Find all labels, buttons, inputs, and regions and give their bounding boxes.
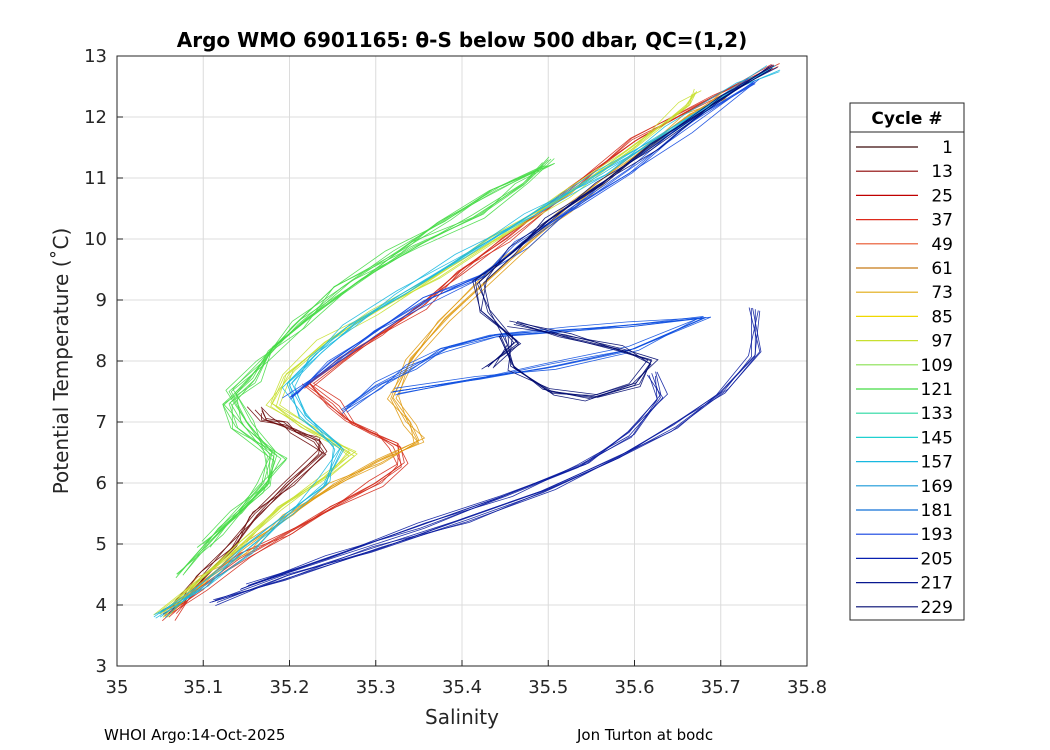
legend-label: 37	[931, 211, 953, 231]
series-line	[163, 381, 405, 617]
x-axis-label: Salinity	[425, 705, 499, 729]
series-line	[162, 406, 328, 615]
plot-frame	[116, 55, 808, 667]
legend-label: 145	[921, 428, 953, 448]
y-tick-label: 8	[96, 351, 107, 372]
legend-label: 73	[931, 283, 953, 303]
legend-entries: 1 13 25 37 49 61 73 85 97 109 121 133 145 157 169 181 19…	[856, 138, 953, 618]
legend: Cycle # 1 13 25 37 49 61 73 85 97 109 121 133 145 157…	[849, 102, 965, 621]
data-series	[153, 63, 781, 622]
series-line	[164, 65, 776, 619]
series-line	[282, 78, 749, 399]
series-line	[245, 374, 664, 585]
x-tick-label: 35.7	[701, 677, 741, 698]
series-line	[201, 165, 547, 542]
footer-credit: Jon Turton at bodc	[577, 726, 714, 744]
x-tick-label: 35.3	[356, 677, 396, 698]
legend-label: 205	[921, 549, 953, 569]
y-tick-label: 4	[96, 595, 107, 616]
series-line	[166, 88, 695, 618]
series-line	[209, 307, 761, 603]
series-line	[153, 69, 781, 618]
x-tick-label: 35.8	[787, 677, 827, 698]
legend-label: 97	[931, 332, 953, 352]
series-line	[346, 316, 712, 413]
y-axis-label: Potential Temperature (˚C)	[49, 228, 73, 495]
series-line	[165, 382, 402, 618]
legend-label: 133	[921, 404, 953, 424]
series-line	[507, 320, 652, 398]
series-line	[342, 318, 698, 414]
series-line	[216, 307, 762, 603]
series-line	[249, 375, 658, 587]
y-tick-labels: 3 4 5 6 7 8 9 10 11 12 13	[84, 46, 107, 677]
series-line	[153, 90, 702, 616]
series-line	[309, 64, 775, 383]
x-tick-labels: 35 35.1 35.2 35.3 35.4 35.5 35.6 35.7 35.8	[106, 677, 827, 698]
legend-label: 85	[931, 307, 953, 327]
series-line	[498, 323, 652, 402]
x-tick-label: 35.6	[614, 677, 654, 698]
series-line	[213, 310, 759, 601]
legend-label: 121	[921, 380, 953, 400]
legend-label: 25	[931, 186, 953, 206]
series-line	[214, 307, 753, 601]
series-line	[313, 63, 780, 384]
y-tick-label: 10	[84, 229, 107, 250]
legend-label: 193	[921, 525, 953, 545]
series-line	[196, 163, 555, 548]
x-tick-label: 35	[106, 677, 129, 698]
legend-label: 157	[921, 453, 953, 473]
legend-title: Cycle #	[871, 109, 942, 129]
y-tick-label: 11	[84, 168, 107, 189]
series-line	[290, 82, 754, 400]
series-line	[291, 83, 756, 398]
y-tick-label: 3	[96, 656, 107, 677]
chart-title: Argo WMO 6901165: θ-S below 500 dbar, QC…	[177, 28, 747, 52]
series-line	[346, 317, 707, 408]
y-tick-label: 13	[84, 46, 107, 67]
series-line	[241, 375, 658, 590]
series-line	[158, 71, 780, 615]
series-line	[162, 410, 321, 612]
legend-label: 229	[921, 598, 953, 618]
y-tick-label: 6	[96, 473, 107, 494]
series-line	[175, 158, 552, 579]
series-line	[476, 65, 775, 368]
x-tick-label: 35.4	[442, 677, 482, 698]
legend-label: 169	[921, 477, 953, 497]
y-tick-label: 5	[96, 534, 107, 555]
legend-label: 1	[942, 138, 953, 158]
legend-label: 49	[931, 235, 953, 255]
series-line	[239, 371, 662, 590]
series-line	[160, 406, 327, 612]
series-line	[247, 371, 668, 586]
series-line	[176, 158, 555, 575]
legend-label: 13	[931, 162, 953, 182]
y-tick-label: 9	[96, 290, 107, 311]
series-line	[179, 156, 550, 573]
series-line	[211, 309, 756, 603]
x-tick-label: 35.2	[269, 677, 309, 698]
legend-label: 217	[921, 574, 953, 594]
y-tick-label: 7	[96, 412, 107, 433]
series-line	[297, 78, 760, 395]
series-line	[215, 310, 761, 606]
x-tick-label: 35.1	[183, 677, 223, 698]
series-line	[175, 382, 400, 614]
footer-source: WHOI Argo:14-Oct-2025	[104, 726, 286, 744]
series-line	[162, 383, 409, 622]
series-line	[342, 317, 705, 412]
series-line	[246, 373, 661, 588]
series-line	[480, 66, 778, 368]
series-line	[209, 164, 552, 543]
legend-label: 61	[931, 259, 953, 279]
series-line	[154, 65, 768, 615]
legend-label: 109	[921, 356, 953, 376]
x-tick-label: 35.5	[528, 677, 568, 698]
series-line	[164, 94, 728, 615]
y-tick-label: 12	[84, 107, 107, 128]
legend-label: 181	[921, 501, 953, 521]
